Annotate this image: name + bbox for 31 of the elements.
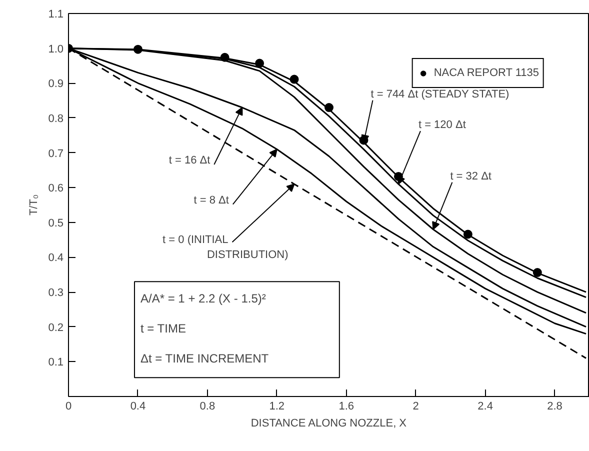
x-tick-label: 2 — [412, 400, 419, 412]
y-tick-label: 0.5 — [48, 217, 64, 230]
y-tick-label: 0.8 — [48, 112, 64, 125]
annotation: Δt = TIME INCREMENT — [140, 352, 270, 366]
y-tick-label: 0.4 — [48, 252, 64, 264]
y-tick-label: 0.3 — [48, 287, 64, 300]
y-tick-label: 1.0 — [48, 43, 64, 56]
x-tick-label: 2.8 — [547, 400, 562, 412]
annotation: t = 8 Δt — [194, 194, 229, 206]
annotation: t = 744 Δt (STEADY STATE) — [370, 88, 510, 100]
annotation: t = 0 (INITIAL DISTRIBUTION) — [162, 234, 288, 262]
x-tick-label: 2.4 — [478, 400, 493, 412]
x-tick-label: 1.2 — [269, 400, 285, 412]
y-tick-label: 0.1 — [48, 356, 64, 369]
y-tick-label: 1.1 — [48, 8, 64, 20]
annotation: t = 120 Δt — [418, 119, 466, 132]
annotation: A/A* = 1 + 2.2 (X - 1.5)² — [140, 292, 266, 306]
annotation: t = 16 Δt — [168, 154, 210, 167]
y-tick-label: 0.7 — [48, 148, 64, 160]
y-axis-title: T/T₀ — [28, 194, 40, 216]
y-tick-label: 0.2 — [48, 322, 64, 334]
x-tick-label: 1.6 — [338, 400, 354, 412]
x-axis-title: DISTANCE ALONG NOZZLE, X — [250, 418, 408, 430]
annotation: t = TIME — [140, 322, 186, 336]
x-tick-label: 0.4 — [130, 400, 146, 412]
annotation: t = 32 Δt — [450, 170, 492, 182]
x-tick-label: 0 — [65, 400, 72, 412]
legend-label: NACA REPORT 1135 — [434, 67, 539, 79]
x-tick-label: 0.8 — [200, 400, 216, 412]
y-tick-label: 0.9 — [48, 78, 64, 90]
y-tick-label: 0.6 — [48, 182, 64, 195]
